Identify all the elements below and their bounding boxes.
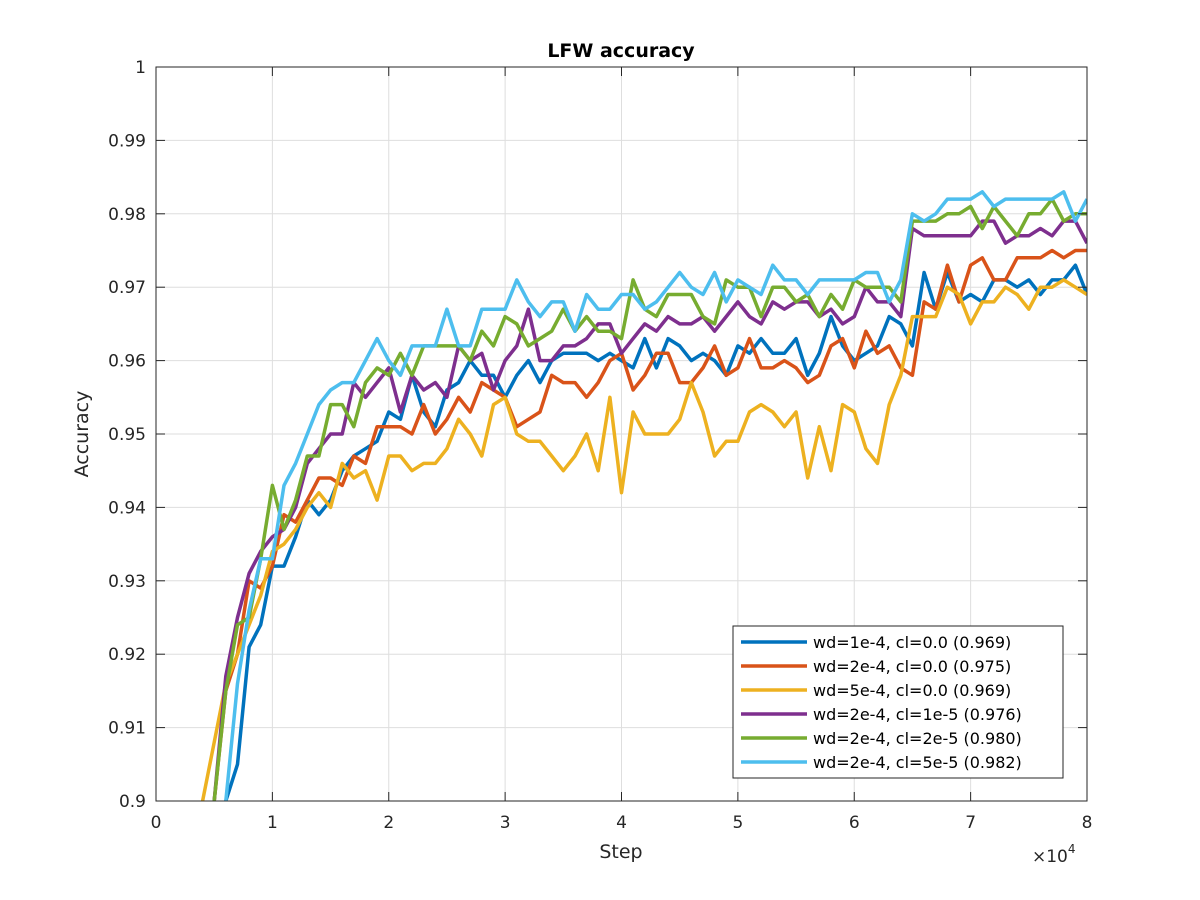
y-tick-label: 0.91 [108, 719, 146, 739]
series-line-5 [212, 197, 1087, 801]
axis-ticks [155, 66, 1088, 802]
y-tick-label: 0.99 [108, 131, 146, 151]
chart-title: LFW accuracy [547, 40, 695, 62]
y-axis-label: Accuracy [71, 391, 93, 478]
y-tick-label: 0.97 [108, 278, 146, 298]
y-tick-label: 0.98 [108, 205, 146, 225]
y-tick-label: 0.95 [108, 425, 146, 445]
x-axis-exponent-power: 4 [1068, 842, 1076, 856]
x-axis-exponent-base: ×10 [1032, 847, 1068, 867]
legend-label-4: wd=2e-4, cl=1e-5 (0.976) [813, 705, 1022, 724]
y-tick-label: 0.9 [119, 792, 146, 812]
legend-label-2: wd=2e-4, cl=0.0 (0.975) [813, 657, 1011, 676]
x-axis-label: Step [599, 841, 642, 863]
y-tick-label: 0.93 [108, 572, 146, 592]
x-tick-label: 1 [267, 813, 278, 833]
legend: wd=1e-4, cl=0.0 (0.969) wd=2e-4, cl=0.0 (… [732, 625, 1064, 779]
legend-items: wd=1e-4, cl=0.0 (0.969) wd=2e-4, cl=0.0 (… [741, 633, 1022, 772]
x-axis-exponent: ×104 [1032, 842, 1076, 867]
series-lines [200, 190, 1087, 801]
series-line-6 [224, 190, 1087, 801]
x-tick-label: 5 [732, 813, 743, 833]
x-tick-label: 2 [383, 813, 394, 833]
legend-box [732, 625, 1064, 779]
y-tick-label: 0.94 [108, 498, 146, 518]
y-tick-label: 0.96 [108, 352, 146, 372]
x-tick-label: 4 [616, 813, 627, 833]
series-line-4 [212, 219, 1087, 801]
x-tick-label: 7 [965, 813, 976, 833]
series-line-3 [200, 278, 1087, 801]
legend-label-5: wd=2e-4, cl=2e-5 (0.980) [813, 729, 1022, 748]
y-tick-label: 0.92 [108, 645, 146, 665]
y-tick-label: 1 [135, 58, 146, 78]
legend-label-3: wd=5e-4, cl=0.0 (0.969) [813, 681, 1011, 700]
x-tick-label: 8 [1082, 813, 1093, 833]
x-tick-label: 3 [500, 813, 511, 833]
series-line-2 [212, 248, 1087, 801]
y-tick-labels: 0.9 0.91 0.92 0.93 0.94 0.95 0.96 0.97 0.98 0.99 1 [108, 58, 146, 812]
x-tick-labels: 0 1 2 3 4 5 6 7 8 [151, 813, 1093, 833]
x-tick-label: 6 [849, 813, 860, 833]
legend-label-6: wd=2e-4, cl=5e-5 (0.982) [813, 753, 1022, 772]
legend-label-1: wd=1e-4, cl=0.0 (0.969) [813, 633, 1011, 652]
x-tick-label: 0 [151, 813, 162, 833]
